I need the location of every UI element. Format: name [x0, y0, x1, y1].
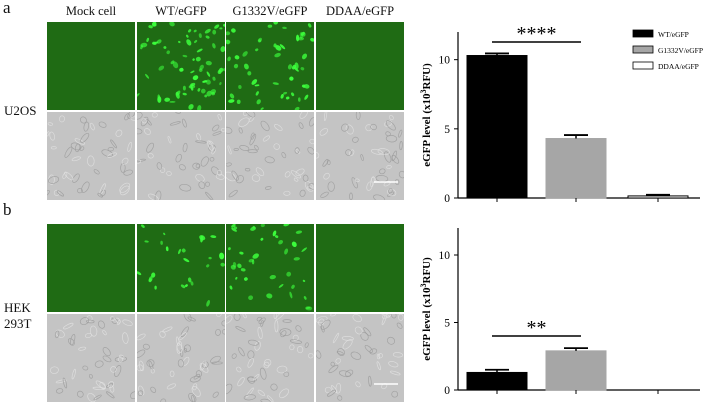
significance-label-a: ****	[517, 23, 557, 45]
row-label-hek293t-line-1: HEK	[4, 300, 31, 315]
bar-chart-b: 0 5 10 eGFP level (x103RFU) **	[419, 228, 700, 397]
bar-b-1	[545, 350, 607, 391]
fluorescence-cells-u2os-wt	[137, 22, 225, 110]
fluorescence-image-u2os-mock	[47, 22, 135, 110]
column-header-ddaa-egfp: DDAA/eGFP	[325, 4, 395, 18]
brightfield-image-u2os-wt	[137, 112, 225, 200]
brightfield-image-hek293t-mock	[47, 314, 135, 402]
legend-label-0: WT/eGFP	[658, 30, 689, 39]
y-tick-label-a-2: 10	[439, 55, 451, 67]
brightfield-image-u2os-mock	[47, 112, 135, 200]
y-tick-label-a-1: 5	[444, 124, 450, 136]
brightfield-texture-u2os-g1332v	[226, 112, 314, 198]
column-header-mock-cell: Mock cell	[65, 4, 117, 18]
fluorescence-cells-u2os-ddaa	[316, 22, 404, 110]
brightfield-texture-u2os-ddaa	[316, 112, 404, 200]
bar-a-1	[545, 138, 607, 199]
chart-panel-a: 0 5 10 eGFP level (x103RFU) **** WT/eGFP G1332…	[400, 22, 708, 212]
legend-swatch-2	[632, 61, 654, 70]
brightfield-texture-hek293t-ddaa	[316, 314, 404, 401]
y-axis-label-sup-b: 3	[419, 283, 428, 287]
fluorescence-cells-u2os-mock	[47, 22, 135, 110]
brightfield-texture-hek293t-mock	[49, 315, 135, 402]
brightfield-image-hek293t-wt	[137, 314, 225, 402]
row-label-u2os: U2OS	[4, 103, 37, 119]
fluorescence-cells-hek293t-ddaa	[316, 224, 404, 312]
column-header-g1332v-egfp: G1332V/eGFP	[232, 4, 308, 18]
bar-b-0	[466, 371, 528, 391]
legend-label-2: DDAA/eGFP	[658, 62, 699, 71]
y-tick-label-b-0: 0	[444, 385, 450, 397]
bar-a-2	[627, 195, 689, 199]
fluorescence-cells-hek293t-wt	[137, 224, 225, 307]
significance-label-b: **	[527, 317, 547, 339]
y-axis-label-b: eGFP level (x103RFU)	[419, 257, 433, 361]
brightfield-texture-u2os-mock	[47, 112, 135, 198]
brightfield-image-hek293t-g1332v	[226, 314, 314, 402]
brightfield-texture-hek293t-g1332v	[226, 314, 314, 402]
fluorescence-image-hek293t-wt	[137, 224, 225, 312]
chart-panel-b: 0 5 10 eGFP level (x103RFU) **	[400, 214, 708, 401]
fluorescence-cells-hek293t-mock	[47, 224, 135, 312]
y-tick-label-b-2: 10	[439, 250, 451, 262]
brightfield-texture-u2os-wt	[137, 112, 225, 200]
y-axis-label-main-a: eGFP level (x10	[421, 93, 433, 167]
y-axis-label-sup-a: 3	[419, 89, 428, 93]
fluorescence-image-u2os-g1332v	[226, 22, 314, 110]
fluorescence-image-u2os-ddaa	[316, 22, 404, 110]
row-label-u2os-line-1: U2OS	[4, 103, 37, 118]
y-tick-label-a-0: 0	[444, 193, 450, 205]
bar-chart-a: 0 5 10 eGFP level (x103RFU) **** WT/eGFP G1332…	[419, 23, 703, 205]
brightfield-image-hek293t-ddaa	[316, 314, 404, 402]
legend-swatch-1	[632, 45, 654, 54]
y-axis-label-tail-b: RFU)	[421, 257, 433, 284]
row-label-hek293t-line-2: 293T	[4, 316, 32, 331]
fluorescence-image-u2os-wt	[137, 22, 225, 110]
column-header-wt-egfp: WT/eGFP	[155, 4, 207, 18]
fluorescence-image-hek293t-ddaa	[316, 224, 404, 312]
legend-label-1: G1332V/eGFP	[658, 46, 703, 55]
panel-letter-b: b	[3, 200, 12, 219]
brightfield-image-u2os-ddaa	[316, 112, 404, 200]
fluorescence-cells-hek293t-g1332v	[227, 224, 313, 311]
fluorescence-image-hek293t-g1332v	[226, 224, 314, 312]
brightfield-texture-hek293t-wt	[137, 314, 225, 402]
y-axis-label-main-b: eGFP level (x10	[421, 287, 433, 361]
bar-a-0	[466, 55, 528, 199]
panel-letter-a: a	[3, 0, 11, 17]
legend-swatch-0	[632, 29, 654, 38]
y-tick-label-b-1: 5	[444, 318, 450, 330]
fluorescence-cells-u2os-g1332v	[226, 22, 314, 110]
y-axis-label-tail-a: RFU)	[421, 63, 433, 90]
fluorescence-image-hek293t-mock	[47, 224, 135, 312]
row-label-hek293t: HEK 293T	[4, 300, 31, 332]
y-axis-label-a: eGFP level (x103RFU)	[419, 63, 433, 167]
brightfield-image-u2os-g1332v	[226, 112, 314, 200]
